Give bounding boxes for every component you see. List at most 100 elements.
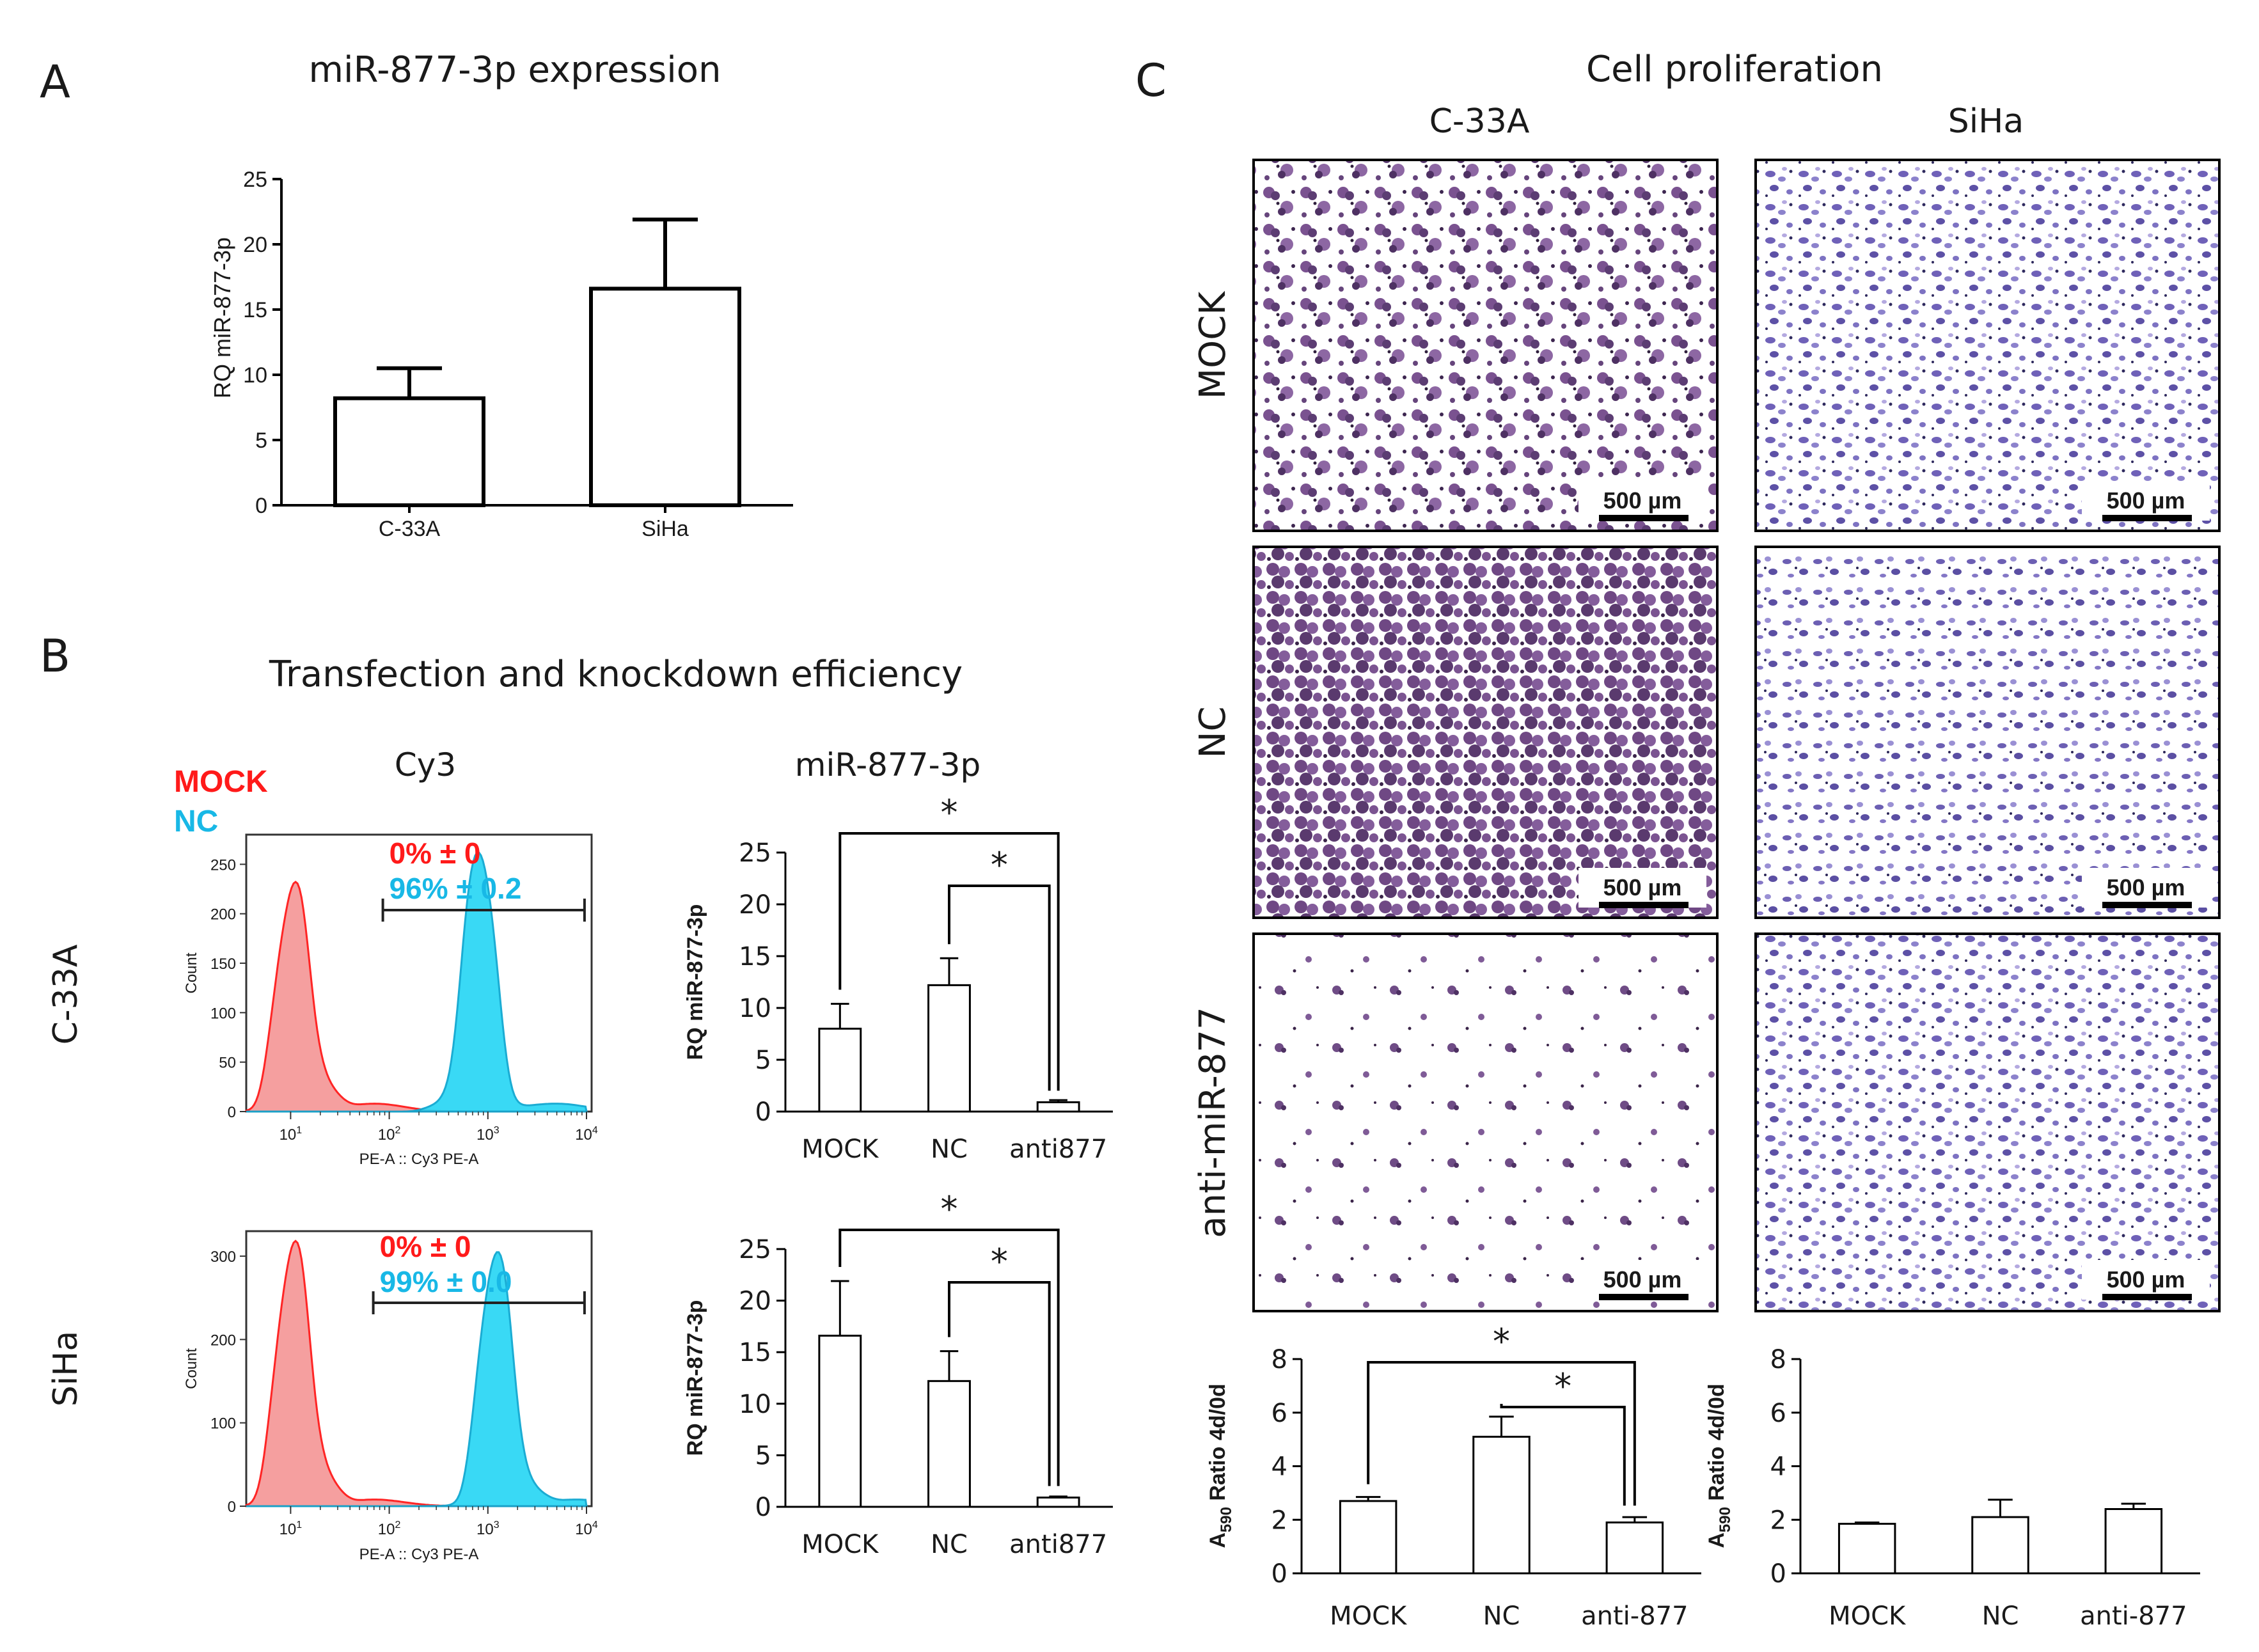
y-tick-label: 0 — [755, 1493, 771, 1522]
x-category-label: anti877 — [1009, 1530, 1107, 1559]
bar — [1339, 1500, 1397, 1575]
y-tick-label: 10 — [243, 363, 267, 388]
significance-star: * — [991, 1241, 1008, 1282]
scale-bar: 500 µm — [1578, 1260, 1706, 1300]
nc-percentage: 99% ± 0.0 — [380, 1265, 512, 1298]
y-tick-label: 20 — [739, 890, 771, 920]
y-tick-label: 8 — [1271, 1345, 1287, 1374]
panel-c-title: Cell proliferation — [1586, 49, 1883, 90]
x-tick-label: 103 — [476, 1125, 500, 1144]
y-tick-label: 4 — [1271, 1452, 1287, 1482]
bar — [1472, 1435, 1531, 1575]
x-tick-label: 104 — [575, 1520, 598, 1538]
y-tick-label: 2 — [1770, 1506, 1786, 1535]
significance-star: * — [1554, 1366, 1571, 1406]
y-axis-label: RQ miR-877-3p — [683, 904, 707, 1060]
x-axis-label: PE-A :: Cy3 PE-A — [359, 1151, 479, 1168]
x-category-label: NC — [931, 1530, 968, 1559]
y-tick-label: 0 — [1770, 1559, 1786, 1589]
row-label-nc: NC — [1192, 707, 1234, 759]
row-label-anti-mir-877: anti-miR-877 — [1192, 1007, 1234, 1238]
significance-bracket — [948, 1281, 1051, 1486]
y-tick-label: 6 — [1770, 1399, 1786, 1428]
bar — [818, 1027, 862, 1113]
x-category-label: anti877 — [1009, 1135, 1107, 1164]
bar — [1838, 1523, 1896, 1575]
y-tick-label: 250 — [210, 856, 236, 874]
significance-bracket — [1367, 1361, 1636, 1506]
y-axis-label: Count — [183, 1348, 200, 1389]
scale-bar: 500 µm — [2082, 868, 2210, 908]
panel-b: Transfection and knockdown efficiency Cy… — [47, 654, 980, 1406]
row-label-c33a: C-33A — [47, 944, 85, 1044]
panel-letter-a: A — [40, 56, 70, 108]
y-tick-label: 5 — [755, 1441, 771, 1470]
bar — [818, 1334, 862, 1508]
x-category-label: NC — [1483, 1601, 1520, 1631]
bar — [2104, 1508, 2163, 1575]
micrograph-c33a-nc — [1252, 546, 1719, 919]
mock-percentage: 0% ± 0 — [380, 1230, 471, 1263]
panel-letter-c: C — [1135, 54, 1167, 107]
y-tick-label: 50 — [219, 1055, 236, 1072]
bar — [1605, 1521, 1664, 1575]
y-tick-label: 0 — [755, 1097, 771, 1127]
bar — [333, 396, 485, 507]
y-tick-label: 100 — [210, 1005, 236, 1022]
y-tick-label: 25 — [739, 838, 771, 868]
y-axis-label: Count — [183, 952, 200, 993]
scale-bar-label: 500 µm — [1603, 1266, 1682, 1293]
x-category-label: MOCK — [1330, 1601, 1408, 1631]
x-tick-label: 102 — [378, 1125, 401, 1144]
x-tick-label: 103 — [476, 1520, 500, 1538]
scale-bar-label: 500 µm — [2107, 1266, 2185, 1293]
panel-a-title: miR-877-3p expression — [308, 49, 721, 91]
significance-star: * — [1493, 1321, 1510, 1362]
nc-histogram — [246, 851, 588, 1113]
mock-percentage: 0% ± 0 — [390, 837, 481, 870]
panel-a-chart: miR-877-3p expression RQ miR-877-3p — [209, 49, 721, 398]
y-tick-label: 20 — [739, 1287, 771, 1316]
significance-bracket — [838, 1229, 1060, 1486]
y-tick-label: 200 — [210, 906, 236, 924]
mock-histogram — [245, 880, 586, 1113]
row-label-mock: MOCK — [1192, 291, 1234, 399]
y-tick-label: 8 — [1770, 1345, 1786, 1374]
nc-percentage: 96% ± 0.2 — [390, 872, 522, 905]
micrograph-siha-mock — [1754, 159, 2221, 532]
column-label-siha: SiHa — [1948, 102, 2024, 141]
bar — [589, 287, 741, 507]
y-tick-label: 6 — [1271, 1399, 1287, 1428]
y-tick-label: 0 — [255, 494, 267, 518]
scale-bar-label: 500 µm — [2107, 487, 2185, 514]
y-tick-label: 300 — [210, 1248, 236, 1266]
micrograph-siha-anti-mir-877 — [1754, 932, 2221, 1312]
y-tick-label: 100 — [210, 1415, 236, 1433]
x-tick-label: 101 — [279, 1125, 303, 1144]
x-category-label: MOCK — [801, 1135, 879, 1164]
y-tick-label: 5 — [755, 1046, 771, 1075]
scale-bar-label: 500 µm — [1603, 874, 1682, 901]
micrograph-c33a-anti-mir-877 — [1252, 932, 1719, 1312]
legend-mock: MOCK — [174, 765, 268, 799]
nc-histogram — [246, 1251, 588, 1507]
x-category-label: SiHa — [641, 517, 689, 541]
scale-bar: 500 µm — [2082, 481, 2210, 521]
micrograph-siha-nc — [1754, 546, 2221, 919]
y-tick-label: 150 — [210, 956, 236, 973]
x-category-label: MOCK — [801, 1530, 879, 1559]
y-tick-label: 4 — [1770, 1452, 1786, 1482]
x-category-label: NC — [931, 1135, 968, 1164]
x-category-label: anti-877 — [2080, 1601, 2187, 1631]
y-tick-label: 0 — [228, 1499, 236, 1516]
significance-bracket — [838, 832, 1060, 1091]
y-tick-label: 10 — [739, 994, 771, 1023]
panel-c: Cell proliferation C-33A SiHa MOCK NC an… — [1192, 49, 2221, 1312]
bar — [927, 984, 971, 1113]
bar — [927, 1380, 971, 1508]
x-tick-label: 102 — [378, 1520, 401, 1538]
y-tick-label: 0 — [1271, 1559, 1287, 1589]
y-tick-label: 25 — [243, 168, 267, 192]
x-tick-label: 101 — [279, 1520, 303, 1538]
panel-b-flow-subtitle: Cy3 — [395, 746, 456, 783]
